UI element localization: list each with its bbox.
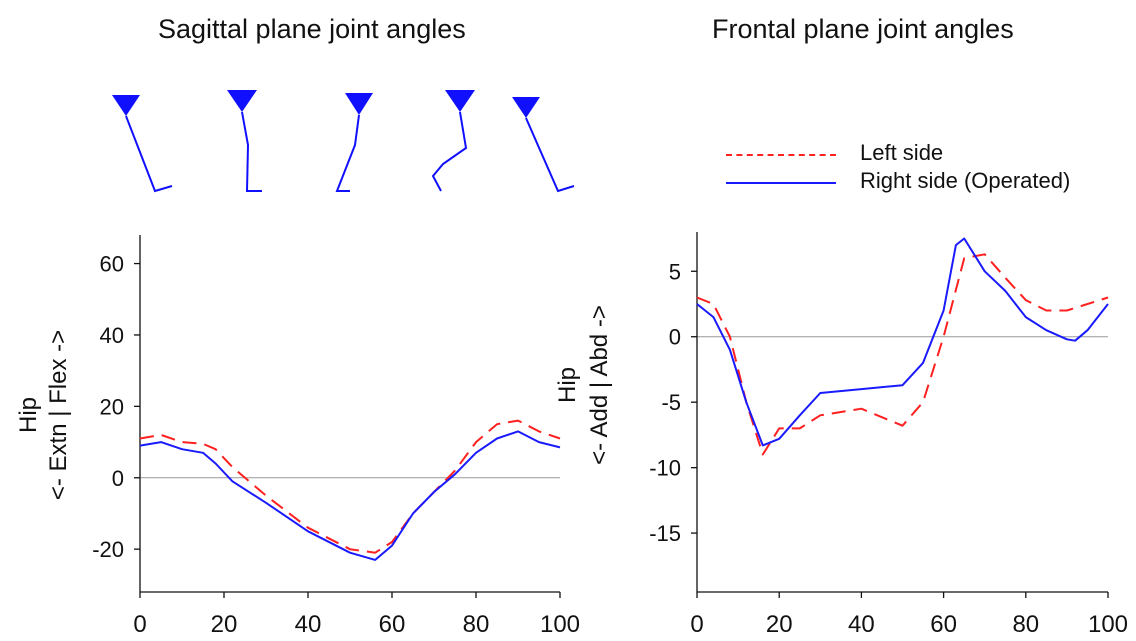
y-axis-label-joint: Hip	[15, 397, 42, 433]
x-tick-label: 0	[133, 611, 146, 638]
x-tick-label: 100	[1088, 611, 1128, 638]
leg-stick-figure-icon	[512, 97, 575, 193]
legend-item-right: Right side (Operated)	[726, 168, 1126, 196]
sagittal-title: Sagittal plane joint angles	[158, 14, 466, 44]
x-tick-label: 40	[848, 611, 875, 638]
stick-figure-row	[112, 90, 575, 193]
legend-label-left: Left side	[860, 140, 944, 165]
leg-segments	[525, 117, 575, 193]
legend-swatch-dashed	[726, 154, 836, 156]
hip-triangle	[227, 90, 257, 112]
series-left-side-line	[696, 253, 1109, 456]
leg-stick-figure-icon	[227, 90, 262, 192]
leg-segments	[241, 111, 262, 192]
hip-triangle	[345, 93, 373, 115]
series-right-side-line	[696, 237, 1109, 447]
x-tick-label: 0	[690, 611, 703, 638]
x-tick-label: 20	[766, 611, 793, 638]
y-tick-label: 0	[112, 466, 124, 491]
y-tick-label: 0	[669, 325, 681, 350]
legend-item-left: Left side	[726, 140, 1126, 168]
y-tick-label: -15	[649, 521, 681, 546]
frontal-title: Frontal plane joint angles	[712, 14, 1014, 44]
leg-stick-figure-icon	[431, 90, 475, 192]
x-tick-label: 60	[930, 611, 957, 638]
y-tick-label: 40	[100, 323, 124, 348]
legend: Left side Right side (Operated)	[726, 140, 1126, 200]
frontal-plot: -15 -10 -5 0 5 0 20 40 60 80 100 Hip <- Add | Abd ->	[554, 232, 1128, 638]
y-tick-label: -20	[92, 537, 124, 562]
hip-triangle	[512, 97, 540, 118]
y-tick-label: 60	[100, 252, 124, 277]
leg-stick-figure-icon	[335, 93, 373, 192]
series-left-side-line	[139, 419, 561, 554]
leg-stick-figure-icon	[112, 95, 173, 193]
leg-segments	[125, 115, 173, 193]
legend-swatch-solid	[726, 182, 836, 184]
hip-triangle	[445, 90, 475, 112]
y-axis-label-joint: Hip	[554, 367, 581, 403]
x-tick-label: 60	[379, 611, 406, 638]
x-tick-label: 40	[295, 611, 322, 638]
y-tick-label: 5	[669, 259, 681, 284]
leg-segments	[335, 114, 360, 192]
x-tick-label: 80	[1012, 611, 1039, 638]
y-tick-label: -10	[649, 456, 681, 481]
x-tick-label: 100	[540, 611, 580, 638]
series-right-side-line	[139, 430, 561, 561]
x-tick-label: 20	[211, 611, 238, 638]
y-tick-label: -5	[661, 390, 681, 415]
hip-triangle	[112, 95, 140, 116]
leg-segments	[431, 111, 468, 192]
y-tick-label: 20	[100, 394, 124, 419]
y-axis-label-direction: <- Extn | Flex ->	[45, 330, 72, 500]
legend-label-right: Right side (Operated)	[860, 168, 1071, 193]
x-tick-label: 80	[463, 611, 490, 638]
y-axis-label-direction: <- Add | Abd ->	[586, 305, 613, 465]
